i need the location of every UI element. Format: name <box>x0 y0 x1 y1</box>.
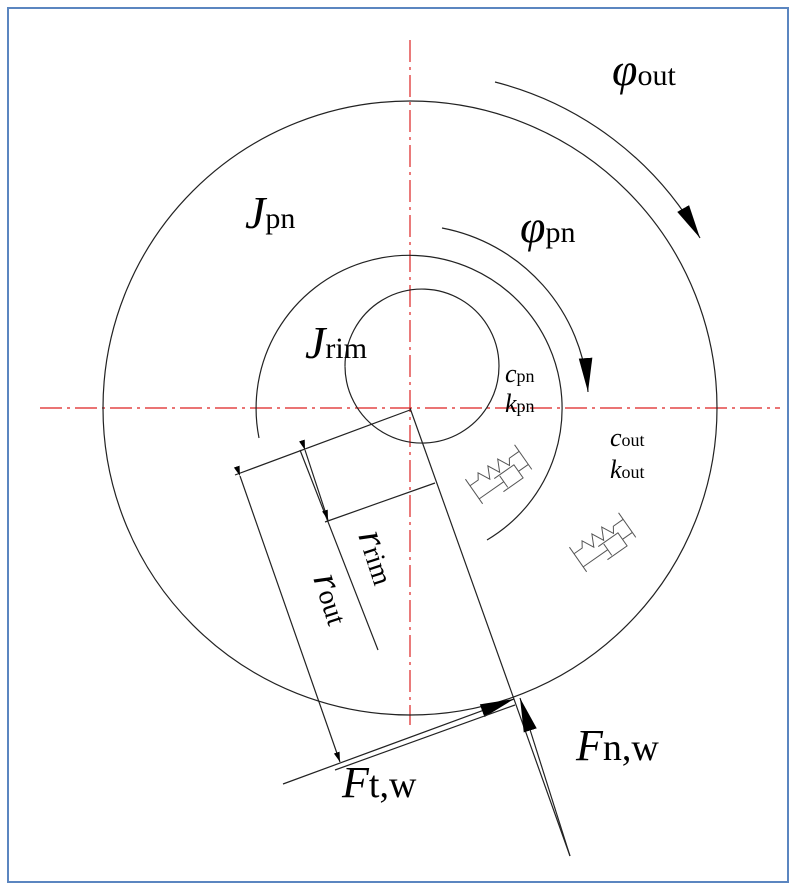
arrow-phi-pn <box>441 227 593 393</box>
label-c-out: cout <box>610 423 645 452</box>
arrow-phi-out <box>494 81 701 239</box>
spring-damper-out <box>569 512 637 573</box>
label-j-pn: Jpn <box>245 187 295 238</box>
spring-damper-pn <box>465 444 533 505</box>
normal-line <box>409 407 571 857</box>
dimension-r-out <box>233 465 341 763</box>
extension-line <box>334 704 516 771</box>
label-c-pn: cpn <box>505 359 535 388</box>
label-phi-pn: φpn <box>520 201 575 252</box>
label-r-rim: rrim <box>349 524 409 590</box>
force-tangential <box>282 698 515 785</box>
label-j-rim: Jrim <box>305 317 367 368</box>
extension-line <box>234 409 411 476</box>
extension-line <box>324 482 436 523</box>
middle-arc <box>255 254 563 541</box>
label-f-tw: Ft,w <box>341 758 417 807</box>
outer-circle <box>102 100 718 716</box>
label-phi-out: φout <box>612 44 676 95</box>
force-normal <box>519 697 571 857</box>
label-k-pn: kpn <box>505 389 535 418</box>
label-k-out: kout <box>610 455 645 484</box>
dimension-r-rim <box>299 439 329 521</box>
frame <box>7 7 789 883</box>
inner-circle <box>344 288 500 444</box>
label-r-out: rout <box>304 567 363 630</box>
label-f-nw: Fn,w <box>575 721 659 770</box>
